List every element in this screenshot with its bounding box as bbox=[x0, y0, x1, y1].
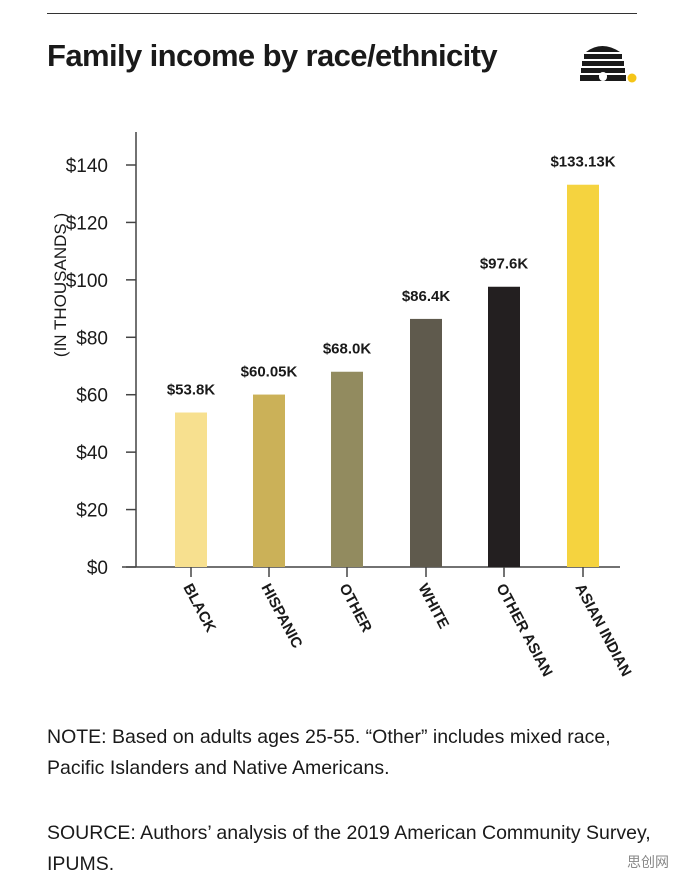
y-tick-label: $140 bbox=[66, 156, 108, 177]
x-ticks: BLACK HISPANIC OTHER WHITE OTHER ASIAN ASIAN … bbox=[179, 567, 635, 680]
top-rule bbox=[47, 13, 637, 14]
y-tick-label: $0 bbox=[87, 558, 108, 579]
x-tick-label: OTHER bbox=[335, 581, 375, 635]
y-tick-label: $60 bbox=[76, 386, 108, 407]
y-axis-label: (IN THOUSANDS ) bbox=[51, 213, 70, 357]
bar-other bbox=[331, 371, 363, 567]
x-tick-label: OTHER ASIAN bbox=[492, 581, 555, 680]
beehive-icon bbox=[580, 46, 637, 83]
data-label: $97.6K bbox=[480, 256, 529, 273]
y-tick-label: $80 bbox=[76, 328, 108, 349]
bar-white bbox=[410, 318, 442, 567]
bar-chart: (IN THOUSANDS ) $0 $20 $40 $60 $80 $100 $120 $1… bbox=[51, 132, 635, 680]
watermark-text: 思创网 bbox=[627, 855, 669, 871]
y-tick-label: $120 bbox=[66, 213, 108, 234]
bar-other-asian bbox=[488, 286, 520, 567]
y-tick-label: $20 bbox=[76, 501, 108, 522]
bar-asian-indian bbox=[567, 184, 599, 567]
bars: $53.8K $60.05K $68.0K $86.4K $97.6K $133.13K bbox=[167, 154, 616, 567]
y-ticks: $0 $20 $40 $60 $80 $100 $120 $140 bbox=[66, 156, 136, 579]
data-label: $53.8K bbox=[167, 382, 216, 399]
bar-black bbox=[175, 412, 207, 567]
data-label: $133.13K bbox=[550, 154, 615, 171]
data-label: $86.4K bbox=[402, 288, 451, 305]
y-tick-label: $40 bbox=[76, 443, 108, 464]
note-text: NOTE: Based on adults ages 25-55. “Other… bbox=[47, 726, 611, 779]
data-label: $60.05K bbox=[241, 364, 298, 381]
data-label: $68.0K bbox=[323, 341, 372, 358]
x-tick-label: BLACK bbox=[179, 581, 219, 635]
y-tick-label: $100 bbox=[66, 271, 108, 292]
bar-hispanic bbox=[253, 394, 285, 567]
x-tick-label: ASIAN INDIAN bbox=[571, 581, 634, 679]
chart-title: Family income by race/ethnicity bbox=[47, 38, 498, 73]
x-tick-label: HISPANIC bbox=[257, 581, 305, 651]
source-text: SOURCE: Authors’ analysis of the 2019 Am… bbox=[47, 822, 651, 875]
x-tick-label: WHITE bbox=[414, 581, 452, 632]
